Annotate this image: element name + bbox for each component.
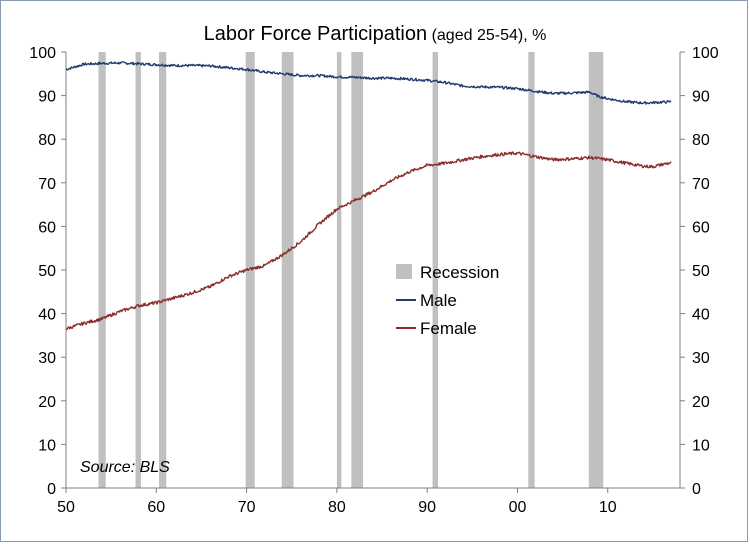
recession-band <box>159 52 167 488</box>
source-note: Source: BLS <box>80 459 170 476</box>
y-tick-label-right: 30 <box>692 350 710 367</box>
y-tick-label-left: 90 <box>38 89 56 106</box>
series-line-male <box>65 61 672 105</box>
y-tick-label-right: 90 <box>692 89 710 106</box>
y-tick-label-right: 10 <box>692 437 710 454</box>
legend-female-label: Female <box>420 319 477 338</box>
legend-recession-label: Recession <box>420 263 499 282</box>
recession-band <box>432 52 439 488</box>
x-tick-label: 60 <box>147 499 165 516</box>
y-tick-label-right: 40 <box>692 307 710 324</box>
y-tick-label-left: 50 <box>38 263 56 280</box>
chart-title: Labor Force Participation (aged 25-54), … <box>204 23 547 45</box>
x-tick-label: 70 <box>238 499 256 516</box>
y-tick-label-left: 20 <box>38 394 56 411</box>
y-tick-label-left: 40 <box>38 307 56 324</box>
recession-bands <box>98 52 604 488</box>
y-tick-label-left: 70 <box>38 176 56 193</box>
y-tick-label-left: 30 <box>38 350 56 367</box>
y-tick-label-left: 0 <box>47 481 56 498</box>
recession-band <box>245 52 255 488</box>
y-tick-label-left: 100 <box>29 45 56 62</box>
y-tick-label-right: 50 <box>692 263 710 280</box>
x-tick-label: 80 <box>328 499 346 516</box>
chart-title-suffix: (aged 25-54), % <box>427 27 546 44</box>
legend-recession-swatch <box>396 264 412 279</box>
y-tick-label-right: 80 <box>692 132 710 149</box>
recession-band <box>528 52 535 488</box>
y-tick-label-right: 0 <box>692 481 701 498</box>
y-tick-label-right: 70 <box>692 176 710 193</box>
y-tick-label-right: 60 <box>692 219 710 236</box>
y-tick-label-right: 20 <box>692 394 710 411</box>
y-tick-label-left: 10 <box>38 437 56 454</box>
x-tick-label: 50 <box>57 499 75 516</box>
x-tick-label: 00 <box>509 499 527 516</box>
recession-band <box>98 52 106 488</box>
y-tick-label-left: 80 <box>38 132 56 149</box>
x-tick-label: 10 <box>599 499 617 516</box>
chart-title-main: Labor Force Participation <box>204 23 427 45</box>
x-tick-label: 90 <box>418 499 436 516</box>
y-tick-label-right: 100 <box>692 45 719 62</box>
recession-band <box>336 52 342 488</box>
series-lines <box>65 61 672 331</box>
recession-band <box>351 52 364 488</box>
recession-band <box>281 52 294 488</box>
recession-band <box>588 52 604 488</box>
recession-band <box>135 52 141 488</box>
series-line-female <box>65 151 672 331</box>
legend: Recession Male Female <box>396 263 499 338</box>
y-tick-label-left: 60 <box>38 219 56 236</box>
legend-male-label: Male <box>420 291 457 310</box>
